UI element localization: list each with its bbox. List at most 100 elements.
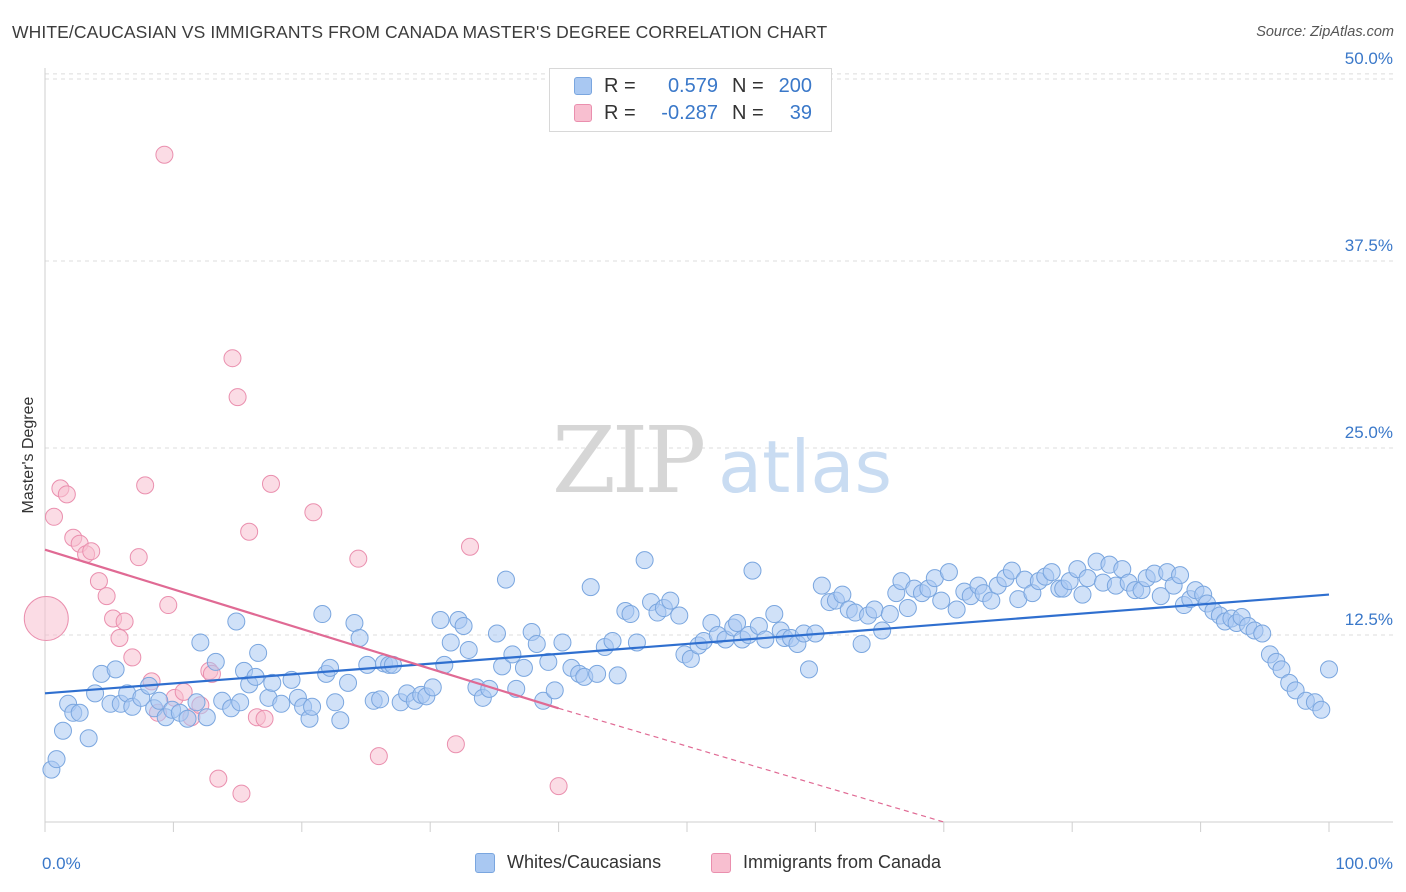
whites-point	[1171, 566, 1190, 585]
whites-point	[303, 697, 322, 716]
legend-label-whites: Whites/Caucasians	[507, 852, 662, 872]
whites-point	[503, 645, 522, 664]
whites-point	[553, 633, 572, 652]
whites-point	[1320, 660, 1338, 679]
canada-point	[123, 648, 142, 667]
legend-swatch-blue	[574, 77, 592, 95]
legend-row-whites: R = 0.579 N = 200	[574, 75, 812, 97]
whites-point	[880, 605, 899, 624]
whites-point	[608, 666, 627, 685]
watermark-zip: ZIP	[552, 407, 703, 514]
canada-point	[223, 349, 242, 368]
whites-point	[187, 693, 206, 712]
legend-n-value: 200	[778, 74, 812, 97]
legend-n-label: N =	[732, 101, 764, 124]
canada-point	[228, 388, 247, 407]
whites-point	[86, 684, 105, 703]
legend-n-label: N =	[732, 74, 764, 97]
whites-point	[852, 634, 871, 653]
whites-point	[431, 611, 450, 630]
whites-point	[249, 643, 268, 662]
whites-point	[47, 750, 66, 769]
correlation-legend: R = 0.579 N = 200 R = -0.287 N = 39	[549, 68, 832, 132]
canada-point	[110, 628, 129, 647]
whites-point	[1002, 561, 1021, 580]
legend-swatch-whites	[475, 852, 495, 873]
whites-point	[496, 570, 515, 589]
whites-point	[939, 563, 958, 582]
whites-point	[635, 551, 654, 570]
whites-point	[197, 708, 216, 727]
whites-point	[263, 673, 282, 692]
legend-row-canada: R = -0.287 N = 39	[574, 102, 812, 124]
whites-point	[728, 614, 747, 633]
whites-point	[527, 634, 546, 653]
legend-n-value: 39	[789, 101, 812, 124]
series-legend: Whites/Caucasians Immigrants from Canada	[0, 852, 1406, 878]
canada-point	[136, 476, 155, 495]
whites-point	[588, 664, 607, 683]
whites-point	[1073, 585, 1092, 604]
whites-point	[1151, 587, 1170, 606]
y-tick-label: 50.0%	[1345, 49, 1393, 68]
legend-r-value: 0.579	[667, 74, 718, 97]
canada-trend-extension	[558, 707, 944, 823]
legend-r-label: R =	[604, 101, 636, 124]
whites-point	[898, 599, 917, 618]
whites-point	[765, 605, 784, 624]
whites-point	[206, 652, 225, 671]
whites-point	[227, 612, 246, 631]
whites-point	[603, 631, 622, 650]
canada-point	[159, 596, 178, 615]
whites-point	[947, 600, 966, 619]
axes	[44, 68, 1393, 823]
whites-point	[106, 660, 125, 679]
y-axis-label: Master's Degree	[20, 396, 37, 513]
whites-point	[833, 585, 852, 604]
whites-point	[670, 606, 689, 625]
canada-point	[255, 709, 274, 728]
canada-point	[97, 587, 116, 606]
whites-point	[321, 658, 340, 677]
canada-point	[82, 542, 101, 561]
canada-point	[240, 522, 259, 541]
legend-r-value: -0.287	[661, 101, 718, 124]
canada-point	[349, 549, 368, 568]
canada-point	[129, 548, 148, 567]
whites-point	[371, 690, 390, 709]
whites-point	[681, 649, 700, 668]
whites-point	[191, 633, 210, 652]
source-label: Source: ZipAtlas.com	[1256, 24, 1394, 40]
whites-point	[79, 729, 98, 748]
whites-point	[231, 693, 250, 712]
trend-lines	[44, 548, 1330, 823]
whites-point	[345, 614, 364, 633]
whites-point	[487, 624, 506, 643]
canada-point	[446, 735, 465, 754]
whites-point	[812, 576, 831, 595]
y-tick-label: 37.5%	[1345, 236, 1393, 255]
canada-trend-line	[44, 548, 559, 710]
whites-point	[331, 711, 350, 730]
whites-point	[514, 658, 533, 677]
whites-point	[932, 591, 951, 610]
whites-point	[539, 652, 558, 671]
whites-point	[70, 703, 89, 722]
whites-point	[441, 633, 460, 652]
legend-item-whites[interactable]: Whites/Caucasians	[475, 852, 661, 873]
canada-point	[23, 596, 69, 642]
canada-point	[304, 503, 323, 522]
canada-point	[57, 485, 76, 504]
y-tick-label: 25.0%	[1345, 423, 1393, 442]
canada-point	[232, 784, 251, 803]
whites-point	[459, 640, 478, 659]
series-immigrants-from-canada	[23, 145, 568, 803]
whites-point	[358, 655, 377, 674]
whites-point	[661, 591, 680, 610]
legend-label-canada: Immigrants from Canada	[743, 852, 942, 872]
whites-point	[1272, 660, 1291, 679]
whites-point	[1042, 563, 1061, 582]
series-whites-caucasians	[42, 551, 1338, 779]
x-tick-label-min: 0.0%	[42, 854, 81, 873]
legend-item-canada[interactable]: Immigrants from Canada	[711, 852, 941, 873]
